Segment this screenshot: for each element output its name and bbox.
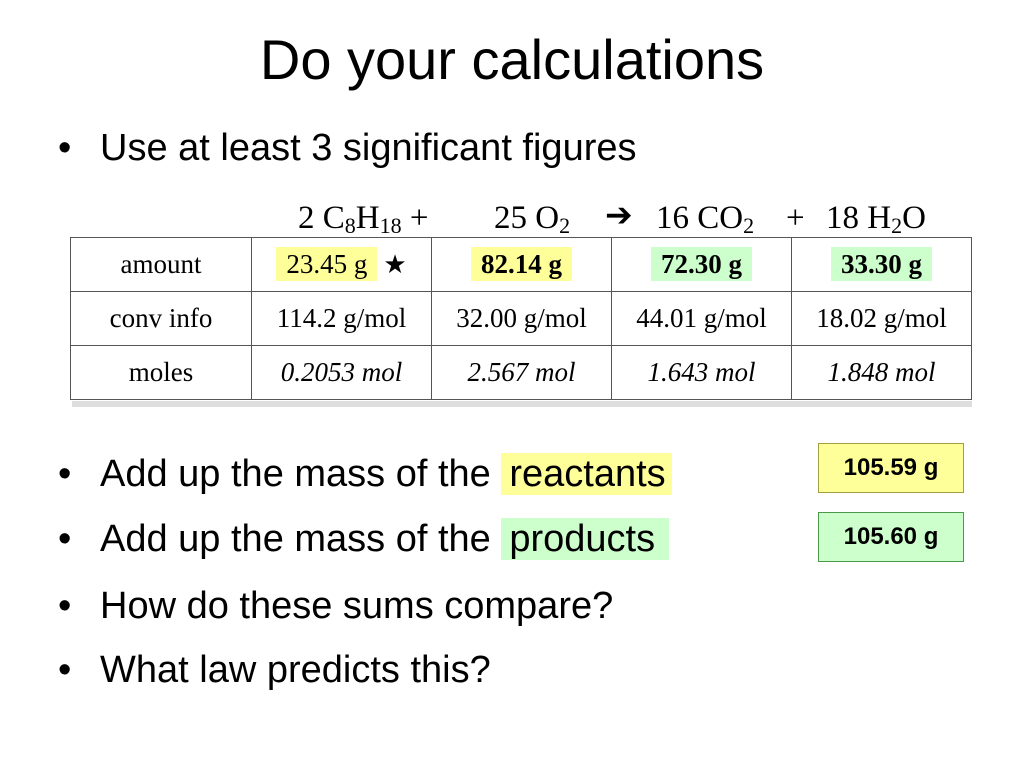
table-shadow (72, 401, 972, 407)
highlight-reactants: reactants (501, 453, 672, 495)
reactant-octane: 2 C8H18 + (298, 200, 429, 238)
cell-co2-amount: 72.30 g (611, 237, 792, 292)
products-sum-box: 105.60 g (818, 512, 964, 562)
table-cell: 114.2 g/mol (251, 291, 432, 346)
reactant-oxygen: 25 O2 (494, 200, 571, 238)
table-row-moles: moles 0.2053 mol 2.567 mol 1.643 mol 1.8… (70, 345, 972, 400)
calculation-table: amount 23.45 g ★ 82.14 g 72.30 g 33.30 g … (70, 237, 972, 400)
cell-oxygen-amount: 82.14 g (431, 237, 612, 292)
table-cell: 44.01 g/mol (611, 291, 792, 346)
bullet-text: How do these sums compare? (100, 585, 614, 627)
bullet-text: Add up the mass of the (100, 453, 502, 495)
bullet-compare: • How do these sums compare? (58, 584, 613, 628)
bullet-reactants: • Add up the mass of the reactants (58, 452, 672, 496)
plus-sign: + (786, 200, 805, 236)
table-cell: 2.567 mol (431, 345, 612, 400)
reactants-sum-box: 105.59 g (818, 443, 964, 493)
amount-value: 72.30 g (651, 247, 752, 281)
table-cell: 1.643 mol (611, 345, 792, 400)
arrow-icon: ➔ (605, 198, 633, 234)
row-label: conv info (70, 291, 252, 346)
bullet-sig-figs: • Use at least 3 significant figures (58, 126, 637, 170)
slide-title: Do your calculations (259, 28, 765, 91)
bullet-text: Add up the mass of the (100, 518, 502, 560)
cell-octane-amount: 23.45 g ★ (251, 237, 432, 292)
cell-water-amount: 33.30 g (791, 237, 972, 292)
product-water: 18 H2O (826, 200, 926, 238)
amount-value: 33.30 g (831, 247, 932, 281)
highlight-products: products (501, 518, 670, 560)
bullet-marker: • (58, 649, 72, 691)
table-cell: 32.00 g/mol (431, 291, 612, 346)
row-label: moles (70, 345, 252, 400)
table-row-amount: amount 23.45 g ★ 82.14 g 72.30 g 33.30 g (70, 237, 972, 292)
row-label: amount (70, 237, 252, 292)
table-cell: 1.848 mol (791, 345, 972, 400)
amount-value: 23.45 g (276, 247, 378, 281)
table-cell: 0.2053 mol (251, 345, 432, 400)
star-icon: ★ (383, 250, 407, 279)
amount-value: 82.14 g (471, 247, 572, 281)
bullet-text: Use at least 3 significant figures (100, 127, 637, 169)
bullet-marker: • (58, 518, 72, 560)
table-row-conv-info: conv info 114.2 g/mol 32.00 g/mol 44.01 … (70, 291, 972, 346)
bullet-marker: • (58, 585, 72, 627)
bullet-law: • What law predicts this? (58, 648, 491, 692)
bullet-marker: • (58, 127, 72, 169)
bullet-products: • Add up the mass of the products (58, 517, 670, 561)
table-cell: 18.02 g/mol (791, 291, 972, 346)
bullet-marker: • (58, 453, 72, 495)
product-co2: 16 CO2 (656, 200, 755, 238)
bullet-text: What law predicts this? (100, 649, 491, 691)
